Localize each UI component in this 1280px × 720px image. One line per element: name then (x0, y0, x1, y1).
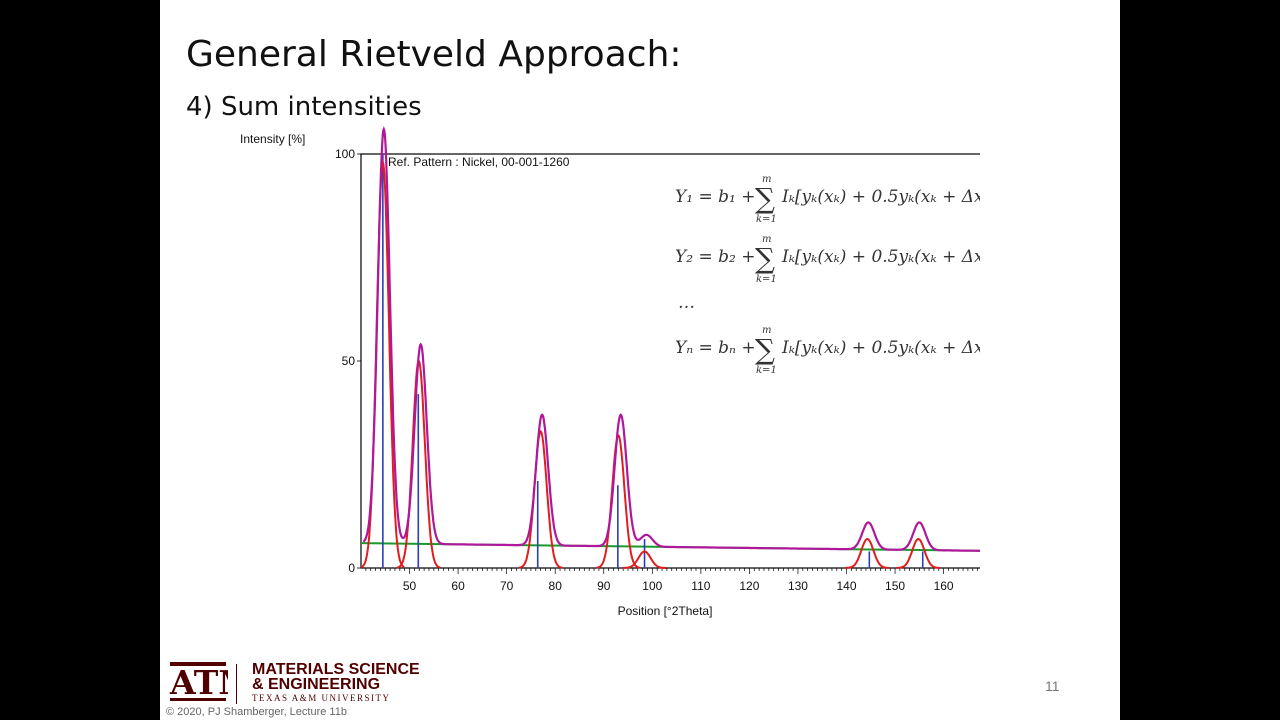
chart-layer: 5060708090100110120130140150160170050100 (335, 126, 980, 593)
x-axis-label: Position [°2Theta] (618, 604, 713, 618)
x-tick-label: 70 (500, 579, 514, 593)
component-peak-6 (845, 537, 890, 569)
equation-1-rhs: Iₖ[yₖ(xₖ) + 0.5yₖ(xₖ + Δxₖ)] (781, 187, 980, 207)
equation-2-rhs: Iₖ[yₖ(xₖ) + 0.5yₖ(xₖ + Δxₖ)] (781, 247, 980, 267)
x-tick-label: 150 (885, 579, 905, 593)
equation-n-rhs: Iₖ[yₖ(xₖ) + 0.5yₖ(xₖ + Δxₖ)] (781, 338, 980, 358)
x-tick-label: 50 (403, 579, 417, 593)
x-tick-label: 60 (451, 579, 465, 593)
copyright: © 2020, PJ Shamberger, Lecture 11b (166, 706, 347, 718)
y-tick-label: 0 (348, 561, 355, 575)
equation-n-sum-bottom: k=1 (756, 365, 777, 376)
sum-curve (362, 126, 980, 552)
equation-2-sum-bottom: k=1 (756, 274, 777, 285)
page-number: 11 (1045, 678, 1060, 694)
slide: General Rietveld Approach: 4) Sum intens… (160, 0, 1120, 720)
summation-sign-1: ∑ (755, 182, 775, 215)
x-tick-label: 160 (934, 579, 954, 593)
summation-sign-2: ∑ (755, 242, 775, 275)
plot-frame (360, 153, 980, 569)
equation-n: Yₙ = bₙ + ∑ m k=1 Iₖ[yₖ(xₖ) + 0.5yₖ(xₖ +… (675, 325, 980, 376)
x-tick-label: 80 (549, 579, 563, 593)
equation-n-lhs: Yₙ = bₙ + (675, 338, 756, 358)
equation-1-sum-top: m (762, 174, 771, 185)
equation-2-lhs: Y₂ = b₂ + (675, 247, 755, 267)
slide-subtitle: 4) Sum intensities (186, 92, 422, 122)
equation-1-lhs: Y₁ = b₁ + (675, 187, 755, 207)
department-name: MATERIALS SCIENCE & ENGINEERING (252, 661, 420, 693)
department-line-1: MATERIALS SCIENCE (252, 661, 420, 678)
equation-2-sum-top: m (762, 234, 771, 245)
equation-1: Y₁ = b₁ + ∑ m k=1 Iₖ[yₖ(xₖ) + 0.5yₖ(xₖ +… (675, 174, 980, 225)
x-tick-label: 120 (739, 579, 759, 593)
component-peak-4 (596, 434, 641, 569)
university-name: TEXAS A&M UNIVERSITY (252, 693, 391, 703)
component-peak-1 (360, 159, 405, 569)
equations: Y₁ = b₁ + ∑ m k=1 Iₖ[yₖ(xₖ) + 0.5yₖ(xₖ +… (675, 174, 980, 376)
component-peak-3 (518, 430, 563, 569)
tamu-logo: ATM (169, 662, 228, 702)
summation-sign-n: ∑ (755, 333, 775, 366)
component-peak-7 (896, 537, 941, 569)
x-tick-label: 130 (788, 579, 808, 593)
reference-pattern-label: Ref. Pattern : Nickel, 00-001-1260 (388, 155, 570, 169)
y-tick-label: 50 (342, 354, 356, 368)
equation-n-sum-top: m (762, 325, 771, 336)
department-line-2: & ENGINEERING (252, 676, 381, 693)
ellipsis: … (678, 293, 695, 313)
diffraction-chart: Intensity [%] Ref. Pattern : Nickel, 00-… (240, 126, 980, 618)
logo-divider (236, 664, 237, 704)
x-tick-label: 100 (642, 579, 662, 593)
y-tick-label: 100 (335, 147, 355, 161)
x-tick-label: 110 (691, 579, 710, 593)
component-peak-5 (622, 550, 667, 569)
tamu-logo-text: ATM (169, 663, 228, 702)
y-axis-label: Intensity [%] (240, 132, 305, 146)
x-tick-label: 90 (597, 579, 611, 593)
slide-title: General Rietveld Approach: (186, 34, 682, 75)
equation-1-sum-bottom: k=1 (756, 214, 777, 225)
equation-2: Y₂ = b₂ + ∑ m k=1 Iₖ[yₖ(xₖ) + 0.5yₖ(xₖ +… (675, 234, 980, 285)
x-tick-label: 140 (836, 579, 856, 593)
